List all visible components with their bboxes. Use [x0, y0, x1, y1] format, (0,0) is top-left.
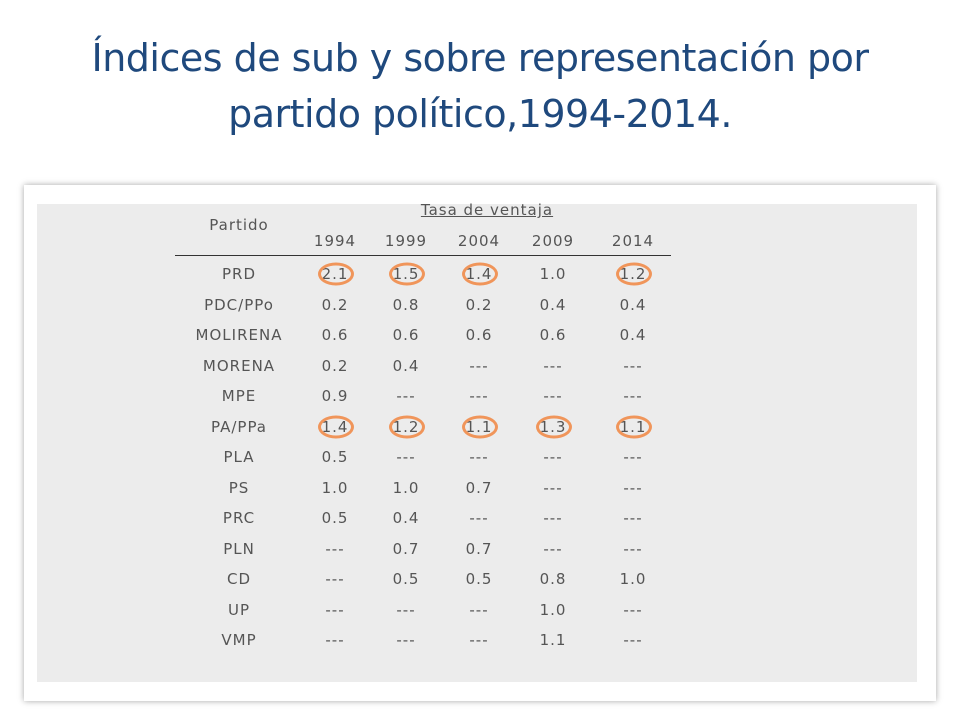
table-cell: --- [623, 448, 643, 466]
party-name: PS [228, 478, 250, 497]
year-header-2014: 2014 [611, 232, 655, 250]
table-cell: 0.5 [321, 509, 349, 527]
year-header-2004: 2004 [457, 232, 501, 250]
year-header-2009: 2009 [531, 232, 575, 250]
highlight-circle [318, 415, 354, 438]
table-cell: 0.7 [465, 539, 493, 558]
table-cell: 0.2 [321, 295, 349, 314]
table-cell: 0.4 [539, 295, 567, 314]
header-rule [175, 255, 671, 256]
year-header-1994: 1994 [313, 232, 357, 250]
highlight-circle [616, 262, 652, 286]
table-cell: 0.9 [321, 387, 349, 405]
table-cell: 0.4 [619, 326, 647, 344]
table-cell: --- [469, 448, 489, 466]
table-cell: --- [623, 600, 643, 619]
highlight-circle [462, 415, 498, 438]
table-cell: --- [396, 600, 416, 619]
party-name: PA/PPa [210, 417, 268, 436]
table-cell: --- [543, 448, 563, 466]
highlight-circle [616, 415, 652, 438]
table-cell: --- [623, 631, 643, 649]
party-name: PRD [221, 265, 257, 283]
party-name: MOLIRENA [195, 326, 283, 344]
table-panel: Partido Tasa de ventaja 1994 1999 2004 2009… [37, 201, 917, 682]
table-cell: --- [543, 509, 563, 527]
party-name: MPE [221, 387, 257, 405]
table-cell: 1.0 [619, 570, 647, 588]
table-cell: --- [396, 448, 416, 466]
table-cell: 0.6 [539, 326, 567, 344]
table-cell: --- [396, 387, 416, 405]
highlight-circle [318, 262, 354, 286]
table-cell: 0.2 [465, 295, 493, 314]
advantage-rate-header: Tasa de ventaja [420, 201, 554, 219]
table-cell: --- [469, 631, 489, 649]
party-name: CD [226, 570, 252, 588]
table-cell: --- [623, 356, 643, 375]
table-cell: 1.0 [392, 478, 420, 497]
table-cell: 0.6 [465, 326, 493, 344]
table-cell: 0.4 [619, 295, 647, 314]
highlight-circle [462, 262, 498, 286]
table-cell: 0.5 [465, 570, 493, 588]
table-cell: 0.5 [321, 448, 349, 466]
party-name: PRC [222, 509, 256, 527]
table-cell: 0.2 [321, 356, 349, 375]
table-cell: 0.6 [392, 326, 420, 344]
highlight-circle [536, 415, 572, 438]
table-image-frame: Partido Tasa de ventaja 1994 1999 2004 2009… [24, 185, 936, 701]
title-line-2: partido político,1994-2014. [228, 92, 732, 136]
table-cell: --- [396, 631, 416, 649]
party-name: UP [227, 600, 251, 619]
table-cell: --- [325, 570, 345, 588]
table-cell: --- [469, 509, 489, 527]
table-cell: --- [469, 600, 489, 619]
table-cell: --- [543, 539, 563, 558]
table-cell: --- [325, 539, 345, 558]
table-cell: --- [325, 600, 345, 619]
table-cell: 0.5 [392, 570, 420, 588]
party-name: PLN [223, 539, 255, 558]
title-line-1: Índices de sub y sobre representación po… [91, 36, 869, 80]
table-cell: 0.8 [392, 295, 420, 314]
table-cell: --- [623, 478, 643, 497]
representation-table: Partido Tasa de ventaja 1994 1999 2004 2009… [37, 201, 917, 682]
party-name: PDC/PPo [204, 295, 274, 314]
table-cell: 0.4 [392, 509, 420, 527]
table-cell: 0.4 [392, 356, 420, 375]
table-cell: 0.7 [392, 539, 420, 558]
table-cell: 0.7 [465, 478, 493, 497]
table-cell: --- [623, 539, 643, 558]
table-cell: --- [543, 387, 563, 405]
table-cell: --- [623, 387, 643, 405]
table-cell: --- [543, 478, 563, 497]
party-name: PLA [223, 448, 255, 466]
highlight-circle [389, 262, 425, 286]
table-cell: 1.1 [539, 631, 567, 649]
table-cell: --- [469, 356, 489, 375]
table-cell: 1.0 [539, 265, 567, 283]
table-cell: --- [325, 631, 345, 649]
table-cell: 1.0 [539, 600, 567, 619]
party-name: MORENA [202, 356, 276, 375]
year-header-1999: 1999 [384, 232, 428, 250]
party-column-header: Partido [209, 216, 269, 234]
table-cell: 0.6 [321, 326, 349, 344]
party-name: VMP [221, 631, 257, 649]
slide-title: Índices de sub y sobre representación po… [40, 30, 920, 142]
highlight-circle [389, 415, 425, 438]
table-cell: --- [543, 356, 563, 375]
table-cell: 1.0 [321, 478, 349, 497]
table-cell: 0.8 [539, 570, 567, 588]
table-cell: --- [469, 387, 489, 405]
table-cell: --- [623, 509, 643, 527]
